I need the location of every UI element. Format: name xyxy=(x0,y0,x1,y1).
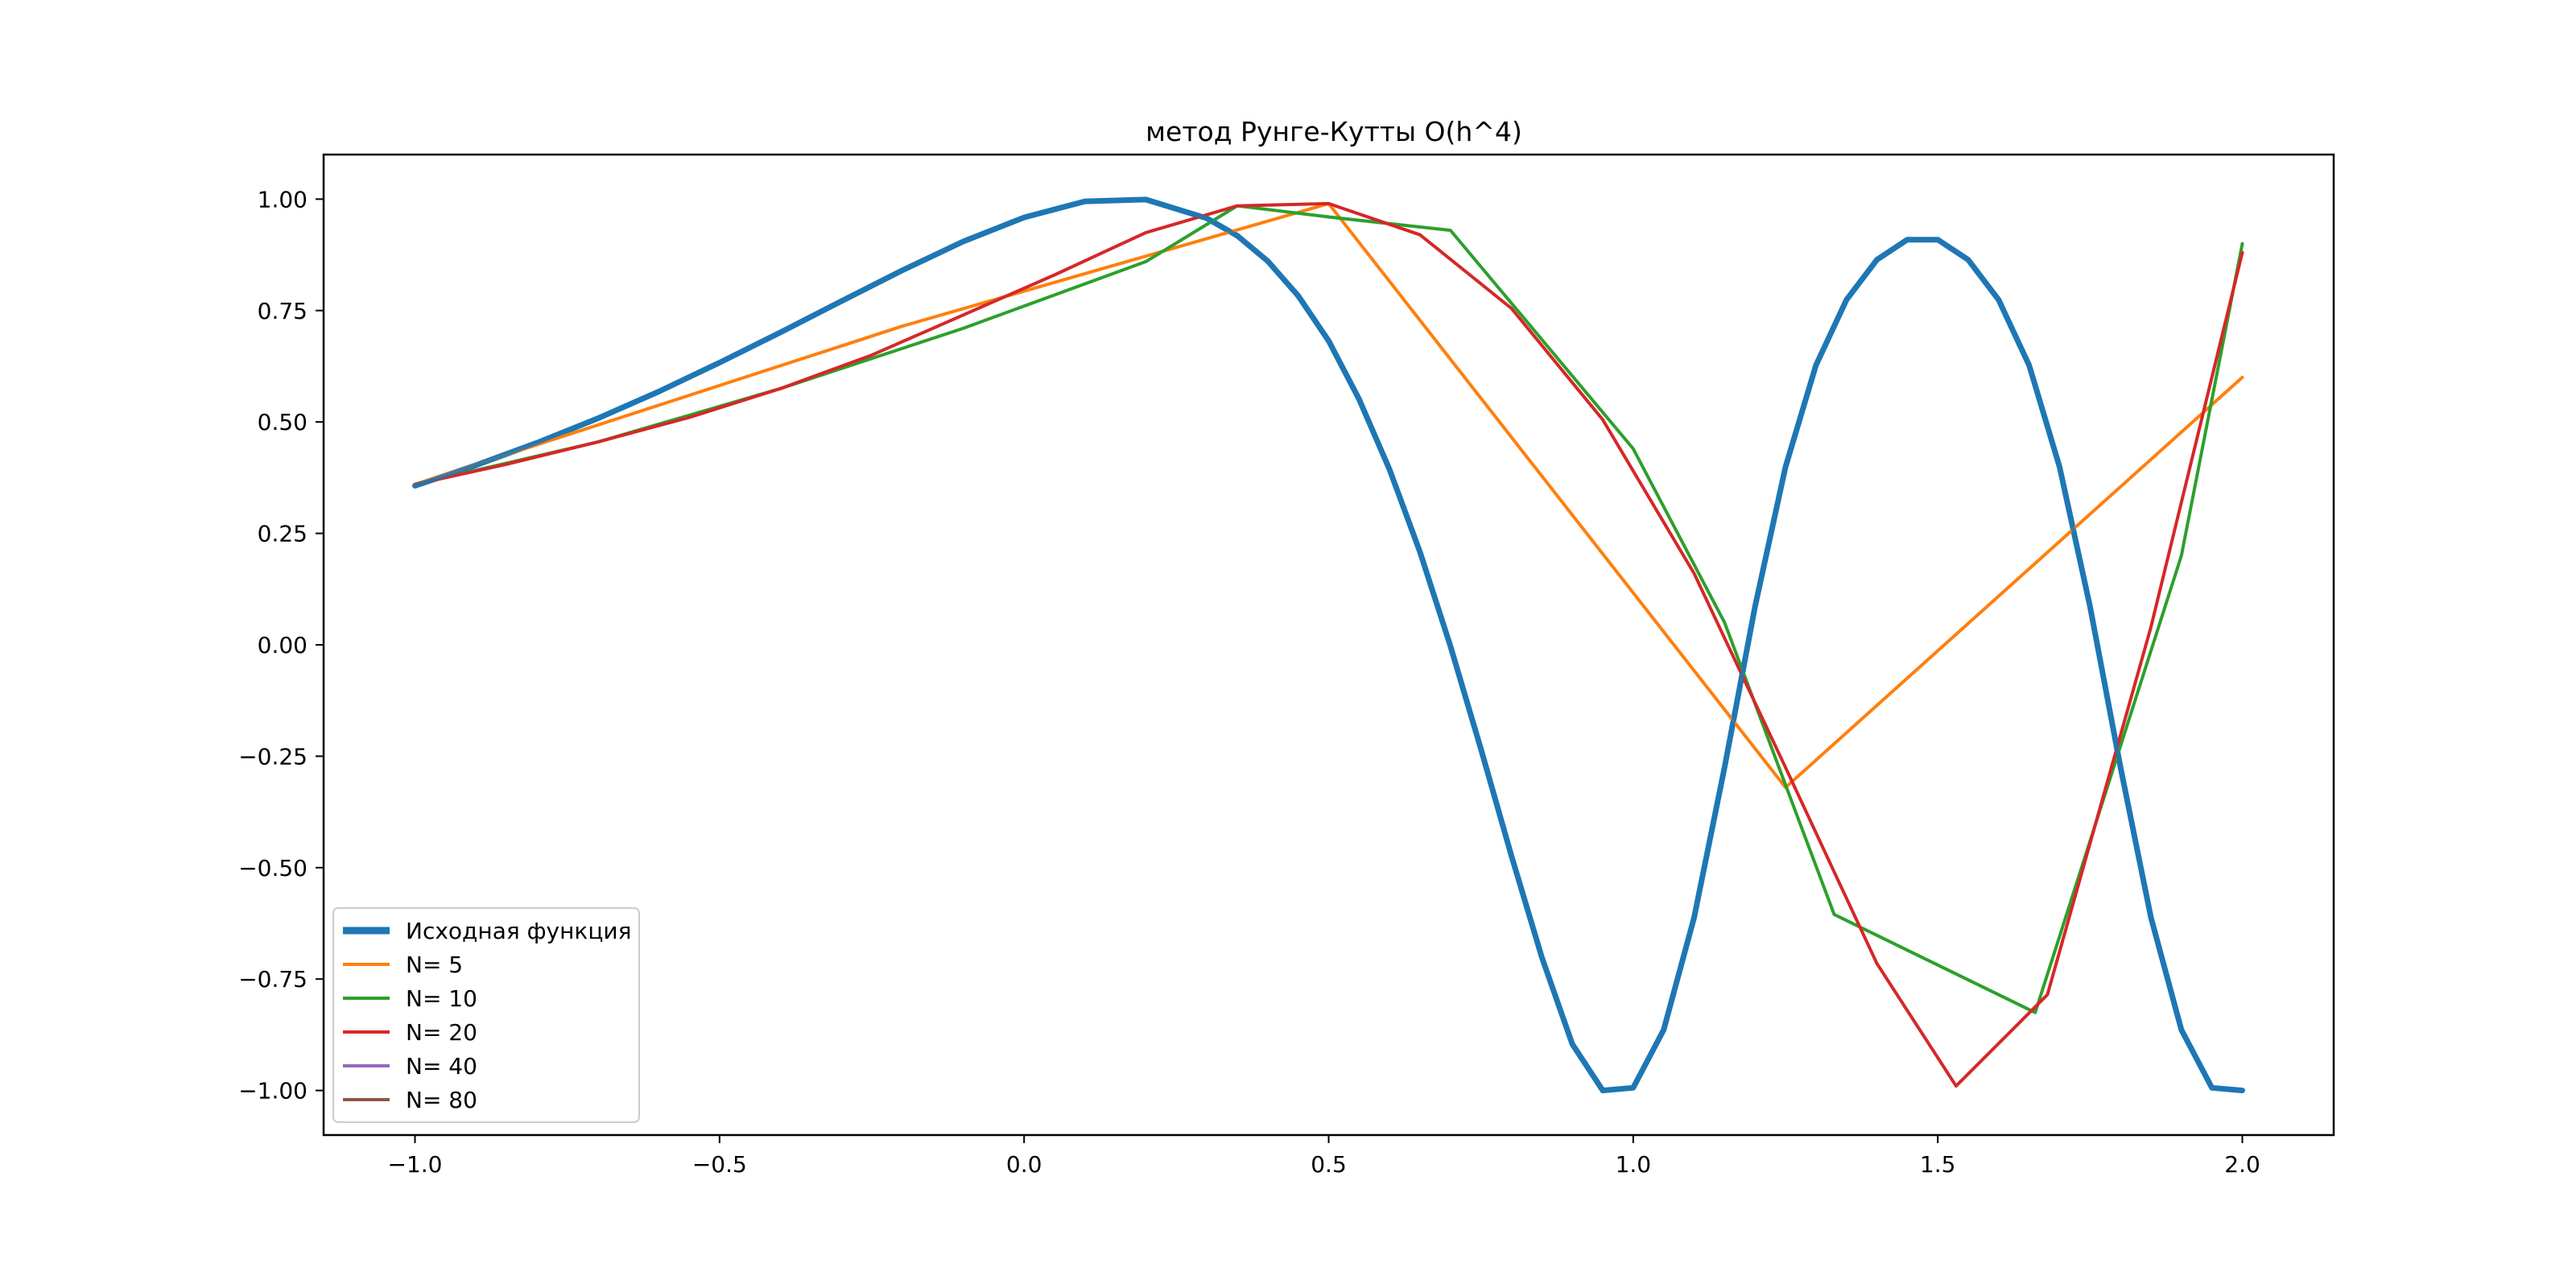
legend-label: N= 5 xyxy=(406,952,463,978)
legend-frame xyxy=(332,907,640,1123)
y-tick-label: 0.25 xyxy=(258,521,308,547)
x-tick-label: −0.5 xyxy=(692,1151,747,1178)
plot-area xyxy=(322,153,2335,1137)
y-axis: 1.00 0.75 0.50 0.25 0.00 −0.25 −0.50 −0.75 −1.00 xyxy=(238,186,324,1104)
x-tick-label: 0.0 xyxy=(1006,1151,1042,1178)
legend-label: N= 40 xyxy=(406,1053,477,1080)
legend-label: Исходная функция xyxy=(406,918,631,944)
chart-title: метод Рунге-Кутты O(h^4) xyxy=(1146,116,1522,147)
x-tick-label: 0.5 xyxy=(1311,1151,1347,1178)
y-tick-label: 0.00 xyxy=(258,632,308,658)
legend-label: N= 10 xyxy=(406,985,477,1012)
legend-label: N= 20 xyxy=(406,1019,477,1046)
legend-label: N= 80 xyxy=(406,1087,477,1113)
y-tick-label: 0.75 xyxy=(258,298,308,324)
y-tick-label: −0.50 xyxy=(238,855,308,881)
series-line-3 xyxy=(413,201,2244,1088)
series-line-0-overlay xyxy=(413,197,2244,1093)
x-tick-label: 1.0 xyxy=(1616,1151,1652,1178)
y-tick-label: −0.25 xyxy=(238,743,308,770)
y-tick-label: −0.75 xyxy=(238,966,308,993)
x-tick-label: −1.0 xyxy=(388,1151,443,1178)
x-tick-label: 2.0 xyxy=(2224,1151,2260,1178)
y-tick-label: −1.00 xyxy=(238,1078,308,1104)
x-tick-label: 1.5 xyxy=(1920,1151,1956,1178)
x-axis: −1.0 −0.5 0.0 0.5 1.0 1.5 2.0 xyxy=(388,1135,2260,1178)
y-tick-label: 0.50 xyxy=(258,409,308,436)
series-layer xyxy=(412,196,2245,1094)
y-tick-label: 1.00 xyxy=(258,186,308,213)
legend: Исходная функция N= 5 N= 10 N= 20 N= 40 N= 80 xyxy=(332,907,640,1123)
